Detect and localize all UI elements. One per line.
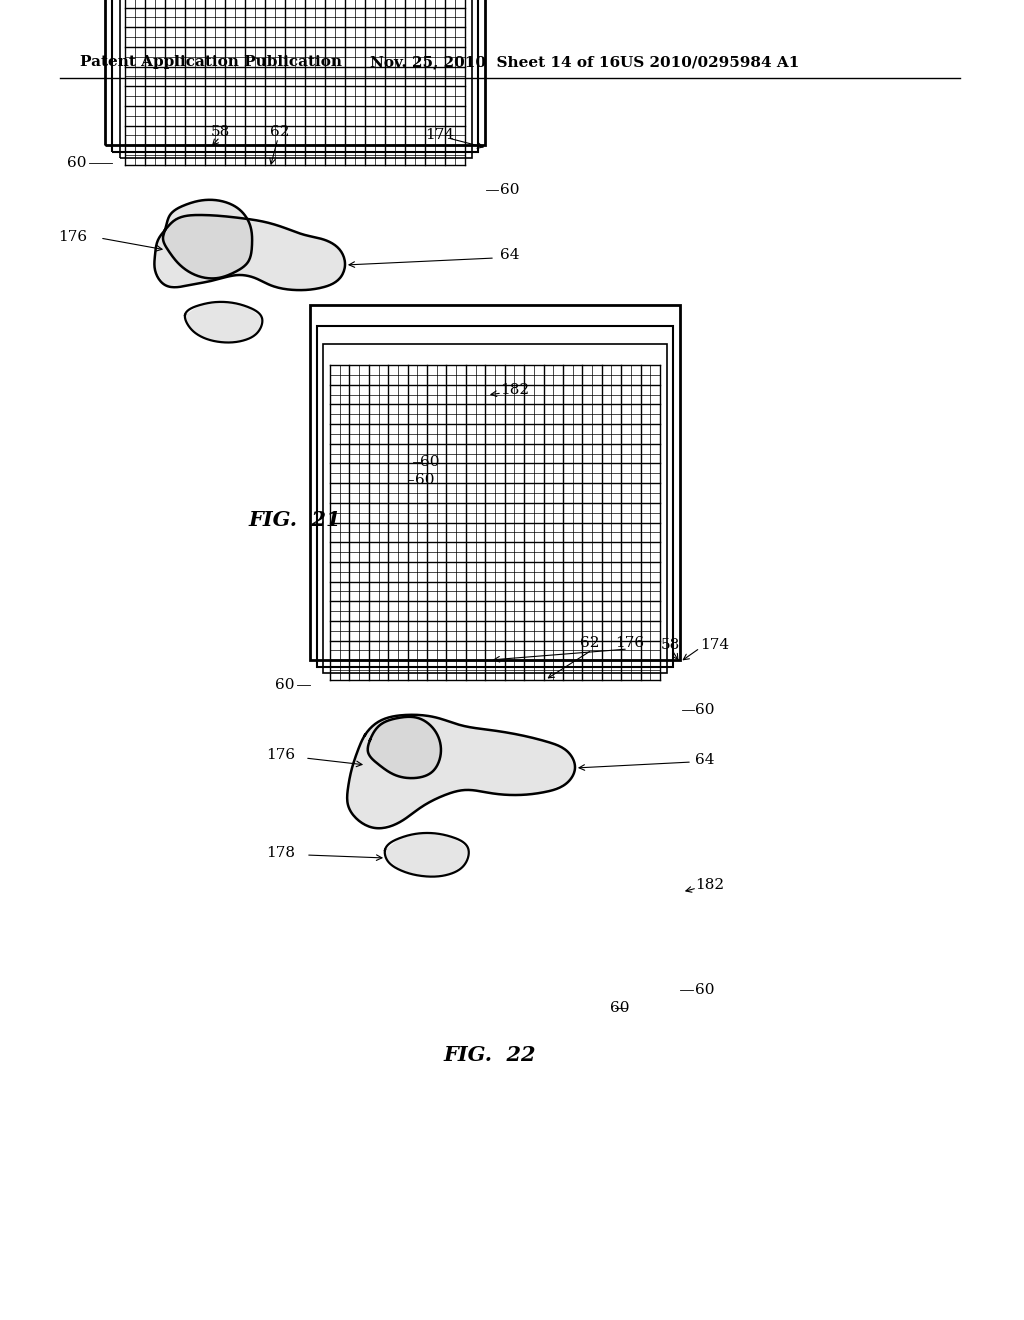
Bar — [120, 0, 472, 158]
Bar — [105, 0, 485, 145]
PathPatch shape — [185, 302, 262, 342]
PathPatch shape — [385, 833, 468, 876]
Bar — [323, 345, 667, 673]
PathPatch shape — [163, 201, 252, 279]
Text: US 2010/0295984 A1: US 2010/0295984 A1 — [620, 55, 800, 69]
Text: 176: 176 — [266, 748, 295, 762]
Text: 176: 176 — [58, 230, 87, 244]
Text: 174: 174 — [700, 638, 729, 652]
Text: 58: 58 — [210, 125, 229, 139]
Text: 60: 60 — [695, 704, 715, 717]
PathPatch shape — [348, 715, 575, 828]
Text: FIG.  21: FIG. 21 — [249, 510, 341, 531]
Text: 60: 60 — [500, 183, 519, 197]
Text: Patent Application Publication: Patent Application Publication — [80, 55, 342, 69]
Text: 64: 64 — [695, 752, 715, 767]
PathPatch shape — [155, 215, 345, 290]
Text: 62: 62 — [581, 636, 600, 649]
Text: 178: 178 — [266, 846, 295, 861]
Text: 176: 176 — [615, 636, 644, 649]
Text: 182: 182 — [500, 383, 529, 397]
PathPatch shape — [368, 718, 440, 777]
Text: 62: 62 — [270, 125, 290, 139]
Text: 174: 174 — [425, 128, 455, 143]
Text: 60: 60 — [420, 455, 439, 469]
Text: 60: 60 — [415, 473, 434, 487]
Bar — [310, 305, 680, 660]
Text: FIG.  22: FIG. 22 — [443, 1045, 537, 1065]
Text: 60: 60 — [68, 156, 87, 170]
Bar — [317, 326, 673, 667]
Text: 60: 60 — [275, 678, 295, 692]
Text: 58: 58 — [660, 638, 680, 652]
Text: 64: 64 — [500, 248, 519, 261]
Bar — [112, 0, 478, 152]
Text: Nov. 25, 2010  Sheet 14 of 16: Nov. 25, 2010 Sheet 14 of 16 — [370, 55, 621, 69]
Text: 60: 60 — [610, 1001, 630, 1015]
Text: 182: 182 — [695, 878, 724, 892]
Text: 60: 60 — [695, 983, 715, 997]
